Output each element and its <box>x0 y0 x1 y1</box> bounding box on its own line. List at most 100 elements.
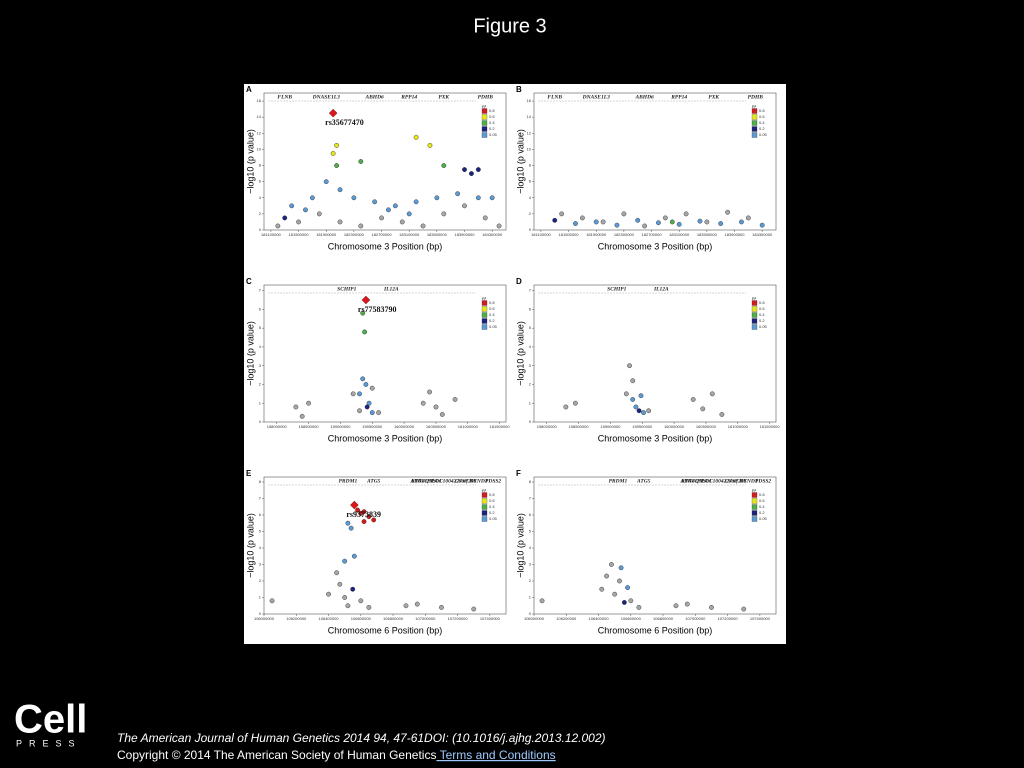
snp-point <box>439 412 445 417</box>
y-tick-label: 1 <box>259 400 262 405</box>
x-tick-label: 183100000 <box>399 232 420 237</box>
terms-link[interactable]: Terms and Conditions <box>436 748 555 762</box>
snp-point <box>462 203 467 209</box>
snp-point <box>414 601 420 607</box>
legend-title: R² <box>752 488 757 493</box>
snp-point <box>704 219 710 225</box>
gene-name: QRSL1 <box>695 478 712 484</box>
legend-swatch <box>751 306 758 312</box>
legend-swatch <box>751 108 758 114</box>
legend-label: 0.05 <box>759 132 768 137</box>
snp-point <box>357 408 362 414</box>
snp-point <box>455 191 460 197</box>
legend-label: 0.2 <box>489 318 495 323</box>
x-tick-label: 160500000 <box>696 424 717 429</box>
y-axis-label: −log10 (p value) <box>515 129 525 194</box>
y-tick-label: 2 <box>259 578 262 583</box>
legend-label: 0.6 <box>759 498 765 503</box>
snp-point <box>600 219 606 225</box>
y-tick-label: 7 <box>259 496 262 501</box>
legend-swatch <box>481 120 488 126</box>
snp-point <box>334 142 339 148</box>
snp-point <box>641 410 646 416</box>
gene-name: FLNB <box>547 94 562 100</box>
snp-point <box>366 604 372 610</box>
panel-label: E <box>246 469 252 478</box>
snp-point <box>709 604 714 610</box>
gene-name: IL12A <box>383 286 399 292</box>
gene-name: DNASE1L3 <box>312 94 340 100</box>
y-tick-label: 6 <box>259 512 262 517</box>
plot-frame <box>263 92 507 231</box>
x-axis-label: Chromosome 6 Position (bp) <box>598 625 713 635</box>
snp-point <box>725 209 730 215</box>
legend-swatch <box>481 312 488 318</box>
snp-point <box>282 215 288 221</box>
figure-background <box>244 84 786 644</box>
y-tick-label: 0 <box>529 419 532 424</box>
y-tick-label: 2 <box>529 382 532 387</box>
y-tick-label: 2 <box>259 211 262 216</box>
legend-swatch <box>751 492 758 498</box>
x-tick-label: 181900000 <box>316 232 337 237</box>
gene-name: PRDM1 <box>609 478 628 484</box>
x-tick-label: 158500000 <box>569 424 590 429</box>
snp-point <box>475 195 481 201</box>
snp-point <box>363 382 369 387</box>
snp-point <box>618 565 624 571</box>
snp-point <box>337 187 343 193</box>
x-tick-label: 158000000 <box>537 424 558 429</box>
legend-label: 0.6 <box>489 306 495 311</box>
x-tick-label: 159000000 <box>330 424 351 429</box>
snp-point <box>625 585 630 590</box>
gene-name: BEND3 <box>739 478 758 484</box>
snp-point <box>441 211 447 217</box>
gene-name: C6orf203 <box>455 478 477 484</box>
snp-point <box>299 413 305 419</box>
y-tick-label: 2 <box>529 578 532 583</box>
x-axis-label: Chromosome 3 Position (bp) <box>598 433 713 443</box>
x-tick-label: 106800000 <box>653 616 674 621</box>
snp-point <box>369 410 375 416</box>
snp-point <box>636 408 642 414</box>
x-tick-label: 159500000 <box>362 424 383 429</box>
snp-point <box>759 222 765 228</box>
x-tick-label: 181900000 <box>586 232 607 237</box>
snp-point <box>482 215 488 221</box>
snp-point <box>364 404 370 410</box>
y-tick-label: 6 <box>259 179 262 184</box>
snp-point <box>360 376 366 382</box>
snp-point <box>345 603 351 609</box>
gene-name: PDHB <box>478 94 494 100</box>
snp-point <box>741 606 747 612</box>
snp-point <box>718 221 724 226</box>
y-tick-label: 4 <box>529 545 532 550</box>
snp-point <box>330 151 336 156</box>
legend-swatch <box>481 324 488 330</box>
snp-point <box>350 391 356 397</box>
snp-point <box>386 207 391 213</box>
y-tick-label: 4 <box>529 344 532 349</box>
snp-point <box>462 167 467 172</box>
legend-label: 0.4 <box>759 504 765 509</box>
lead-snp-label: rs35677470 <box>325 118 364 127</box>
y-tick-label: 12 <box>257 130 262 135</box>
legend-swatch <box>481 504 488 510</box>
x-tick-label: 181500000 <box>559 232 580 237</box>
legend-label: 0.05 <box>489 516 498 521</box>
legend-label: 0.05 <box>759 324 768 329</box>
snp-point <box>745 215 751 221</box>
snp-point <box>342 558 348 564</box>
plot-frame <box>533 284 777 423</box>
legend-label: 0.4 <box>759 120 765 125</box>
logo-sub: PRESS <box>16 738 82 748</box>
y-tick-label: 4 <box>259 195 262 200</box>
snp-point <box>604 573 609 579</box>
legend-swatch <box>751 120 758 126</box>
x-tick-label: 106600000 <box>351 616 372 621</box>
x-axis-label: Chromosome 3 Position (bp) <box>328 433 443 443</box>
copyright-text: Copyright © 2014 The American Society of… <box>117 748 436 762</box>
x-tick-label: 183500000 <box>427 232 448 237</box>
snp-point <box>357 391 362 397</box>
lead-snp-label: rs77583790 <box>358 305 397 314</box>
